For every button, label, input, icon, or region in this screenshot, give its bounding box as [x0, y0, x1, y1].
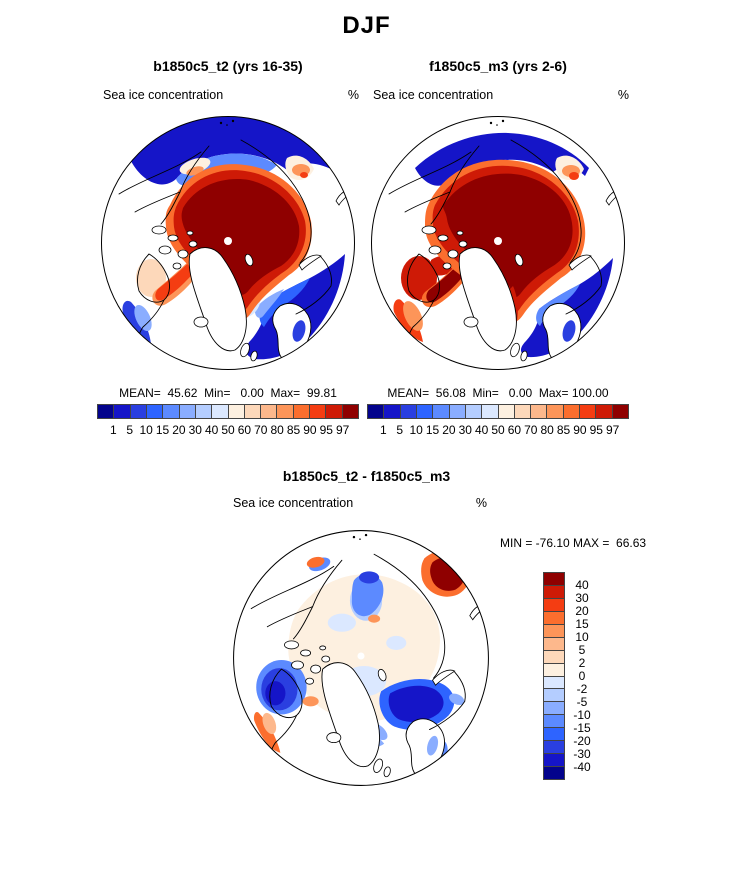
baltic-sea	[427, 735, 439, 756]
map-box	[93, 108, 363, 383]
pole-dot	[494, 237, 502, 245]
diff-panel-title: b1850c5_t2 - f1850c5_m3	[282, 467, 451, 484]
figure-title: DJF	[342, 12, 391, 39]
baltic-sea	[292, 320, 306, 342]
ice-field	[393, 132, 613, 358]
field-label-row: Sea ice concentration %	[373, 88, 629, 102]
colorbar-ticks: 1 5 10 15 20 30 40 50 60 70 80 85 90 95 97	[380, 423, 620, 437]
difference-field	[253, 550, 471, 759]
field-label-row: Sea ice concentration %	[103, 88, 359, 102]
units-label: %	[347, 88, 359, 102]
pole-dot	[357, 652, 365, 660]
colorbar-horizontal	[97, 404, 359, 419]
units-label: %	[475, 496, 487, 510]
panel-title: b1850c5_t2 (yrs 16-35)	[153, 57, 303, 74]
field-label-row: Sea ice concentration %	[233, 496, 487, 510]
map-box	[363, 108, 633, 383]
map-outline	[233, 530, 489, 786]
sea-ice-difference-map	[233, 530, 489, 786]
colorbar-horizontal	[367, 404, 629, 419]
pole-dot	[224, 237, 232, 245]
colorbar-ticks-vertical: 40 30 20 15 10 5 2 0 -2 -5 -10 -15 -20 -30 -40	[573, 578, 591, 774]
colorbar-ticks: 1 5 10 15 20 30 40 50 60 70 80 85 90 95 97	[110, 423, 350, 437]
map-outline	[371, 116, 625, 370]
baltic-sea	[562, 320, 576, 342]
map-box	[225, 522, 497, 799]
field-label: Sea ice concentration	[233, 496, 354, 510]
stats-line: MEAN= 56.08 Min= 0.00 Max= 100.00	[387, 386, 609, 400]
colorbar-vertical	[543, 572, 565, 780]
field-label: Sea ice concentration	[373, 88, 494, 102]
panel-f1850c5-m3: f1850c5_m3 (yrs 2-6) Sea ice concentrati…	[363, 0, 633, 450]
panel-b1850c5-t2: b1850c5_t2 (yrs 16-35) Sea ice concentra…	[93, 0, 363, 450]
sea-ice-map-b1850c5-t2	[101, 116, 355, 370]
field-label: Sea ice concentration	[103, 88, 224, 102]
map-outline	[101, 116, 355, 370]
stats-line: MEAN= 45.62 Min= 0.00 Max= 99.81	[119, 386, 337, 400]
panel-title: f1850c5_m3 (yrs 2-6)	[429, 57, 567, 74]
units-label: %	[617, 88, 629, 102]
diff-minmax-label: MIN = -76.10 MAX = 66.63	[500, 536, 647, 550]
sea-ice-map-f1850c5-m3	[371, 116, 625, 370]
